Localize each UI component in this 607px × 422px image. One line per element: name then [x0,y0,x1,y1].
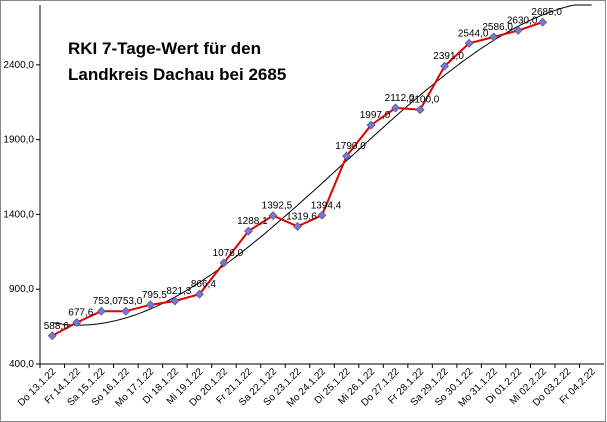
data-label: 2586,0 [482,22,513,33]
data-label: 1288,1 [237,216,268,227]
y-tick-label: 900,0 [9,284,34,295]
data-point [342,151,351,161]
data-label: 866,4 [191,279,216,290]
data-label: 753,0 [117,296,142,307]
data-label: 677,6 [68,307,93,318]
y-tick-label: 1900,0 [3,135,34,146]
data-point [440,61,450,71]
data-point [366,120,376,130]
y-tick-label: 400,0 [9,359,34,370]
data-label: 1392,5 [262,201,293,212]
chart-title: RKI 7-Tage-Wert für den [68,39,261,58]
data-label: 2544,0 [458,28,489,39]
data-point [194,289,204,299]
data-point [121,306,131,316]
data-label: 1394,4 [311,200,342,211]
data-label: 1076,0 [213,248,244,259]
data-point [317,210,327,220]
data-point [415,105,425,115]
data-point [47,331,57,341]
data-label: 2630,0 [507,15,538,26]
data-label: 1790,0 [335,141,366,152]
y-tick-label: 1400,0 [3,209,34,220]
data-label: 2391,0 [433,51,464,62]
data-point [170,296,180,306]
data-label: 753,0 [93,296,118,307]
data-point [244,226,253,236]
data-point [268,211,278,220]
data-label: 2685,0 [531,7,562,18]
data-label: 588,6 [44,321,69,332]
data-point [391,103,400,113]
data-point [513,26,523,35]
data-point [489,32,499,42]
data-point [72,318,82,327]
y-tick-label: 2400,0 [3,60,34,71]
data-label: 1319,6 [286,211,317,222]
chart-title: Landkreis Dachau bei 2685 [68,65,286,84]
data-label: 795,5 [142,290,167,301]
data-point [96,306,106,316]
data-label: 1997,0 [360,110,391,121]
data-label: 2100,0 [409,95,440,106]
data-label: 821,3 [166,286,191,297]
data-point [145,300,155,310]
data-point [293,222,302,231]
data-label: 2112,0 [385,93,415,104]
data-point [538,17,548,27]
data-point [464,38,474,48]
data-point [219,258,229,268]
